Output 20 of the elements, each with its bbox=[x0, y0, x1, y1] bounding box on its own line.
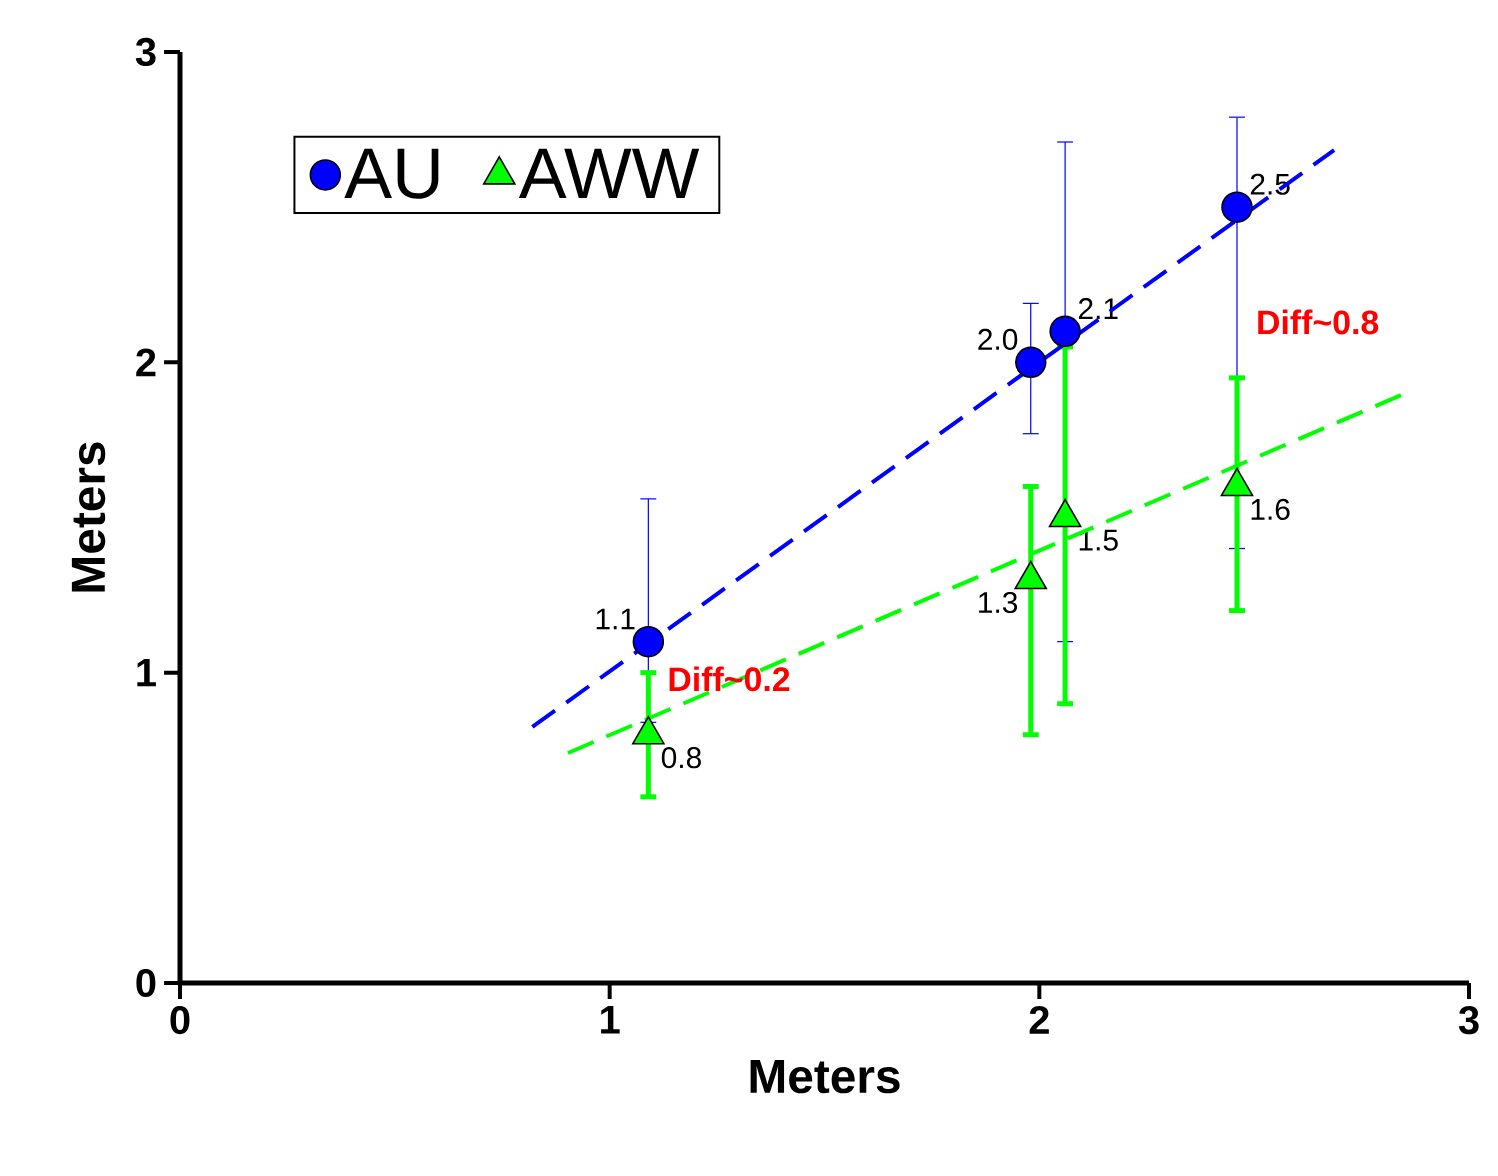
x-tick-label: 3 bbox=[1458, 1006, 1479, 1035]
x-tick-label: 2 bbox=[1029, 1006, 1049, 1034]
y-tick-label: 2 bbox=[136, 348, 156, 377]
data-label: 0.8 bbox=[661, 747, 701, 769]
legend-label: AU bbox=[344, 148, 439, 199]
x-tick-label: 0 bbox=[170, 1006, 190, 1035]
y-axis-title: Meters bbox=[71, 442, 106, 592]
y-tick-label: 0 bbox=[136, 968, 156, 998]
x-tick-label: 1 bbox=[601, 1005, 620, 1034]
data-label: 1.1 bbox=[596, 608, 635, 630]
legend-label: AWW bbox=[518, 148, 700, 199]
data-label: 2.0 bbox=[978, 328, 1018, 350]
y-tick-label: 3 bbox=[135, 37, 156, 67]
annotation: Diff~0.2 bbox=[669, 666, 790, 692]
annotation: Diff~0.8 bbox=[1258, 309, 1379, 335]
y-tick-label: 1 bbox=[137, 658, 156, 687]
data-label: 2.1 bbox=[1078, 298, 1118, 319]
data-label: 1.3 bbox=[979, 591, 1018, 614]
x-axis-title: Meters bbox=[750, 1059, 900, 1094]
data-label: 1.6 bbox=[1251, 498, 1290, 520]
